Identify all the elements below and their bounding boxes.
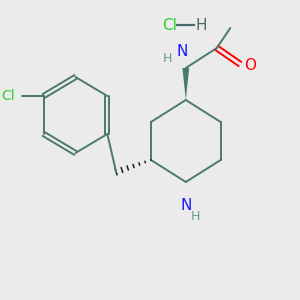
Text: H: H (163, 52, 172, 64)
Polygon shape (182, 68, 189, 100)
Text: O: O (244, 58, 256, 74)
Text: H: H (191, 209, 200, 223)
Text: N: N (176, 44, 188, 59)
Text: H: H (196, 17, 207, 32)
Text: Cl: Cl (163, 17, 178, 32)
Text: Cl: Cl (1, 89, 15, 103)
Text: N: N (180, 197, 191, 212)
